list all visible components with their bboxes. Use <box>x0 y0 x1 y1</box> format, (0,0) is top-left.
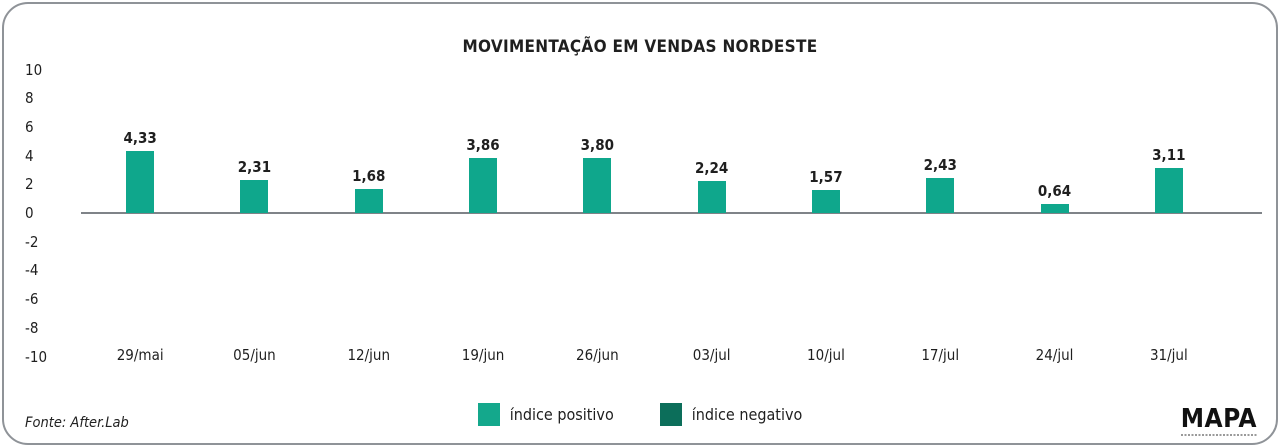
bar-column: 3,86 19/jun <box>426 4 540 443</box>
y-tick-label: -10 <box>25 347 48 366</box>
bar-value-label: 0,64 <box>1037 182 1072 200</box>
legend-swatch <box>659 403 682 426</box>
x-axis-date-label: 19/jun <box>461 346 505 364</box>
bar <box>469 158 498 213</box>
x-axis-date-label: 29/mai <box>116 346 164 364</box>
bar-value-label: 4,33 <box>123 129 157 147</box>
bar-column: 2,43 17/jul <box>883 4 997 443</box>
x-axis-date-label: 26/jun <box>576 346 619 364</box>
mapa-logo: MAPA <box>1180 404 1257 436</box>
bar <box>811 190 840 213</box>
x-axis-date-label: 31/jul <box>1149 346 1188 364</box>
bar-value-label: 3,80 <box>580 136 614 154</box>
bar-column: 2,24 03/jul <box>655 4 769 443</box>
mapa-logo-text: MAPA <box>1180 404 1257 434</box>
legend-item: índice negativo <box>659 403 803 426</box>
legend-item: índice positivo <box>477 403 614 426</box>
bar-column: 0,64 24/jul <box>997 4 1111 443</box>
bar-value-label: 3,11 <box>1152 146 1186 164</box>
bar-column: 1,68 12/jun <box>312 4 426 443</box>
bar-column: 3,11 31/jul <box>1112 4 1226 443</box>
y-tick-label: 2 <box>25 175 34 194</box>
y-tick-label: 4 <box>25 146 34 165</box>
bar <box>126 151 155 213</box>
bar <box>354 189 383 213</box>
bar-value-label: 2,24 <box>694 159 729 177</box>
bar-column: 4,33 29/mai <box>83 4 197 443</box>
mapa-logo-tagline <box>1180 434 1257 436</box>
bar-column: 3,80 26/jun <box>540 4 654 443</box>
y-tick-label: 10 <box>25 60 43 79</box>
y-tick-label: -8 <box>25 318 39 337</box>
chart-title: MOVIMENTAÇÃO EM VENDAS NORDESTE <box>462 37 818 57</box>
bar <box>697 181 726 213</box>
x-axis-date-label: 03/jul <box>692 346 731 364</box>
legend: índice positivo índice negativo <box>4 403 1276 426</box>
x-axis-date-label: 12/jun <box>347 346 391 364</box>
legend-swatch <box>477 403 500 426</box>
bar <box>1040 204 1069 213</box>
y-tick-label: -6 <box>25 290 39 309</box>
bar-value-label: 2,31 <box>237 158 272 176</box>
y-tick-label: -4 <box>25 261 39 280</box>
y-tick-label: 0 <box>25 204 34 222</box>
bar-value-label: 1,68 <box>352 167 386 185</box>
x-axis-date-label: 24/jul <box>1035 346 1074 364</box>
y-tick-label: 8 <box>25 89 34 108</box>
bar-value-label: 1,57 <box>809 168 843 186</box>
x-axis-date-label: 17/jul <box>921 346 960 364</box>
bar-column: 2,31 05/jun <box>197 4 311 443</box>
y-tick-label: -2 <box>25 232 39 251</box>
bar <box>240 180 269 213</box>
bar-column: 1,57 10/jul <box>769 4 883 443</box>
bar-value-label: 2,43 <box>923 156 957 174</box>
bar <box>583 158 612 213</box>
x-axis-zero-line <box>81 212 1262 214</box>
x-axis-date-label: 05/jun <box>233 346 276 364</box>
y-tick-label: 6 <box>25 117 34 136</box>
bar <box>926 178 955 213</box>
legend-label: índice negativo <box>691 405 803 424</box>
x-axis-date-label: 10/jul <box>807 346 845 364</box>
source-note: Fonte: After.Lab <box>25 415 129 431</box>
bar-value-label: 3,86 <box>466 136 500 154</box>
bar <box>1154 168 1183 213</box>
legend-label: índice positivo <box>509 405 614 424</box>
